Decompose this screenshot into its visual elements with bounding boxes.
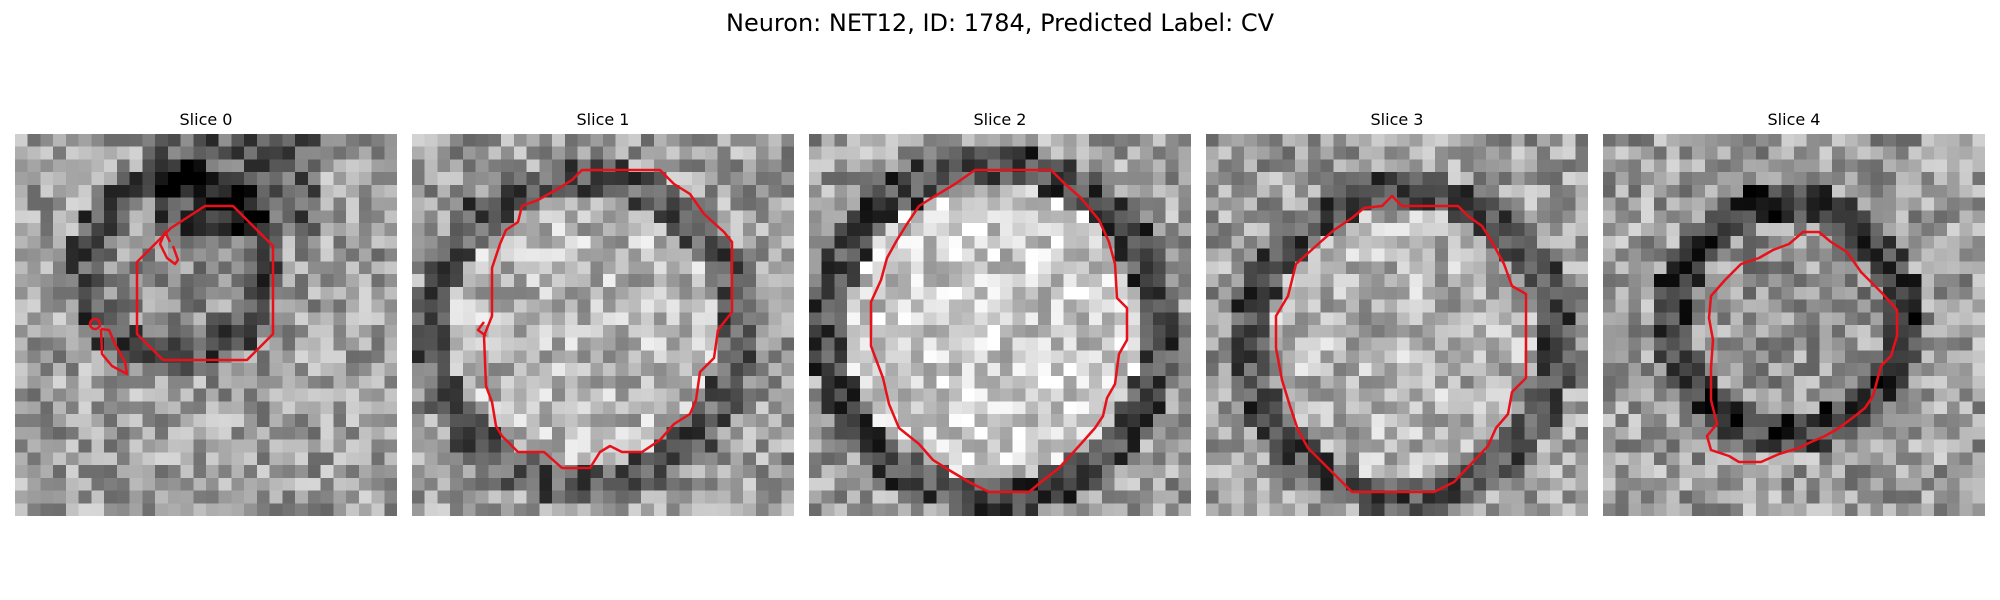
slice-image xyxy=(412,134,794,516)
slice-panel-2: Slice 2 xyxy=(809,110,1191,516)
slice-panel-1: Slice 1 xyxy=(412,110,794,516)
slice-title: Slice 3 xyxy=(1370,110,1424,129)
slice-panel-4: Slice 4 xyxy=(1603,110,1985,516)
slice-panel-3: Slice 3 xyxy=(1206,110,1588,516)
slice-title: Slice 2 xyxy=(973,110,1027,129)
slice-panel-0: Slice 0 xyxy=(15,110,397,516)
slice-image xyxy=(1206,134,1588,516)
contour-overlay xyxy=(1705,230,1899,464)
figure-title: Neuron: NET12, ID: 1784, Predicted Label… xyxy=(726,9,1274,37)
contour-overlay xyxy=(869,168,1129,494)
slice-image xyxy=(1603,134,1985,516)
slice-title: Slice 0 xyxy=(179,110,233,129)
contour-overlay xyxy=(88,204,275,376)
slice-title: Slice 4 xyxy=(1767,110,1821,129)
slice-image xyxy=(15,134,397,516)
slice-title: Slice 1 xyxy=(576,110,630,129)
contour-overlay xyxy=(476,168,734,470)
contour-overlay xyxy=(1274,194,1528,494)
